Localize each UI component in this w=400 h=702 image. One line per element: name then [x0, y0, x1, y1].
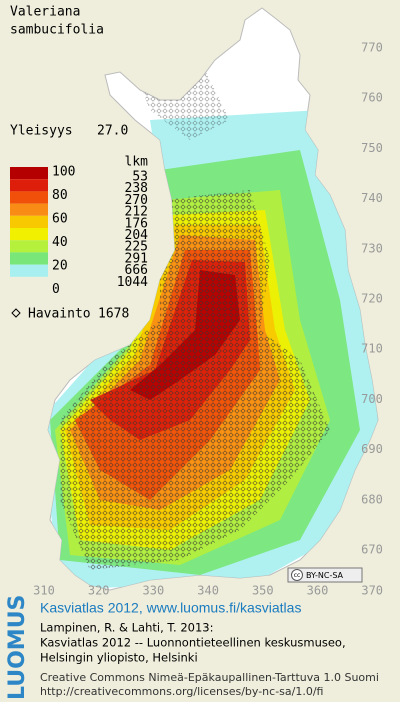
y-grid-label: 680: [361, 492, 383, 506]
observation-label: Havainto: [28, 307, 91, 322]
x-grid-label: 350: [252, 584, 274, 598]
legend-swatch: [10, 179, 48, 192]
legend-count: 212: [125, 205, 148, 220]
legend-swatch: [10, 252, 48, 265]
cc-text: cc: [294, 572, 301, 579]
x-grid-label: 310: [33, 584, 55, 598]
legend-count: 1044: [117, 275, 148, 290]
license-badge: [287, 567, 363, 583]
legend-count: 204: [125, 228, 149, 243]
y-grid-label: 740: [361, 191, 383, 205]
legend-swatch: [10, 215, 48, 228]
legend-swatch: [10, 228, 48, 241]
logo: LUOMUS: [5, 595, 30, 700]
legend-count: 291: [125, 251, 148, 266]
species-genus: Valeriana: [10, 5, 80, 20]
observation-symbol: [11, 308, 21, 318]
y-grid-label: 710: [361, 342, 383, 356]
legend-count: 225: [125, 240, 148, 255]
legend-scale-label: 0: [52, 282, 60, 297]
frequency-value: 27.0: [97, 124, 128, 139]
x-grid-label: 370: [361, 584, 383, 598]
legend-count: 238: [125, 181, 148, 196]
legend-scale-label: 40: [52, 235, 68, 250]
legend-swatch: [10, 191, 48, 204]
legend-scale-label: 100: [52, 165, 75, 180]
legend-scale-label: 20: [52, 259, 68, 274]
badge-terms: BY-NC-SA: [306, 571, 344, 580]
legend-swatch: [10, 240, 48, 253]
y-grid-label: 760: [361, 91, 383, 105]
legend-count: 53: [132, 170, 148, 185]
citation-line: Helsingin yliopisto, Helsinki: [40, 651, 198, 665]
legend-swatch: [10, 264, 48, 277]
species-epithet: sambucifolia: [10, 23, 104, 38]
observation-count: 1678: [98, 307, 129, 322]
x-grid-label: 360: [307, 584, 329, 598]
y-grid-label: 730: [361, 241, 383, 255]
citation-line: Lampinen, R. & Lahti, T. 2013:: [40, 621, 214, 635]
x-grid-label: 340: [197, 584, 219, 598]
citation-line: Kasviatlas 2012 -- Luonnontieteellinen k…: [40, 636, 346, 650]
legend-count: 176: [125, 216, 148, 231]
frequency-label: Yleisyys: [10, 124, 73, 139]
license-text: Creative Commons Nimeä-Epäkaupallinen-Ta…: [40, 671, 379, 684]
cc-circle: [291, 569, 303, 581]
y-grid-label: 770: [361, 41, 383, 55]
grid-labels: 770 760 750 740 730 720 710 700 690 680 670 310 320 3…: [33, 41, 383, 598]
legend-count: 666: [125, 263, 148, 278]
legend-scale-label: 80: [52, 188, 68, 203]
count-header: lkm: [125, 155, 149, 170]
legend-swatch: [10, 167, 48, 180]
x-grid-label: 330: [143, 584, 165, 598]
y-grid-label: 670: [361, 543, 383, 557]
y-grid-label: 690: [361, 442, 383, 456]
y-grid-label: 700: [361, 392, 383, 406]
legend-count: 270: [125, 193, 148, 208]
footer-link: Kasviatlas 2012, www.luomus.fi/kasviatla…: [40, 600, 301, 616]
y-grid-label: 720: [361, 292, 383, 306]
legend-scale-label: 60: [52, 212, 68, 227]
x-grid-label: 320: [88, 584, 110, 598]
legend-swatch: [10, 203, 48, 216]
y-grid-label: 750: [361, 141, 383, 155]
license-url: http://creativecommons.org/licenses/by-n…: [40, 685, 323, 698]
